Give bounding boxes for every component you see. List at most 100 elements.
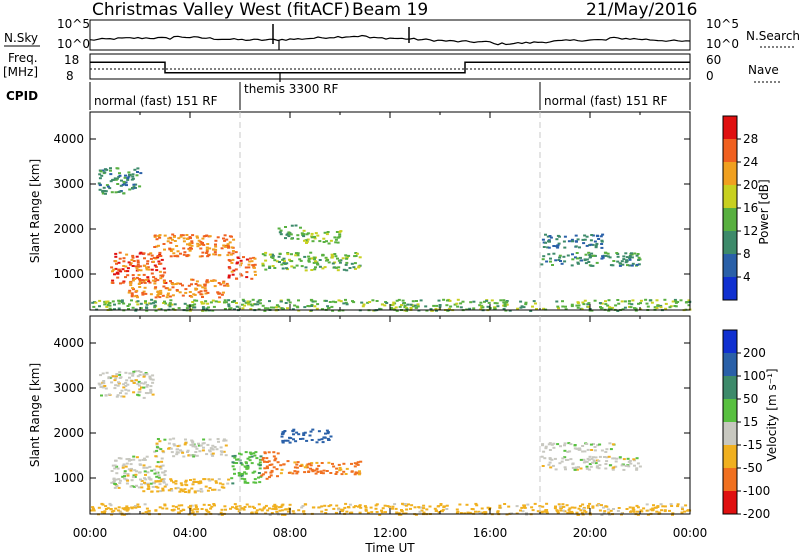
data-cell	[157, 235, 161, 237]
data-cell	[276, 475, 279, 478]
cpid-segment-label: themis 3300 RF	[244, 82, 338, 96]
data-cell	[249, 257, 252, 260]
data-cell	[125, 509, 129, 512]
data-cell	[309, 467, 312, 470]
data-cell	[301, 505, 305, 507]
data-cell	[547, 253, 551, 256]
data-cell	[548, 442, 552, 445]
data-cell	[334, 511, 338, 514]
data-cell	[582, 507, 586, 510]
data-cell	[366, 301, 370, 304]
data-cell	[246, 302, 250, 305]
data-cell	[288, 258, 291, 261]
data-cell	[607, 455, 611, 458]
data-cell	[179, 449, 182, 452]
data-cell	[206, 243, 210, 245]
data-cell	[589, 264, 593, 267]
data-cell	[223, 299, 227, 302]
data-cell	[475, 504, 479, 507]
data-cell	[193, 299, 197, 302]
data-cell	[337, 508, 341, 511]
data-cell	[122, 180, 126, 183]
data-cell	[326, 437, 330, 440]
data-cell	[344, 473, 348, 475]
data-cell	[438, 304, 442, 306]
data-cell	[290, 237, 294, 240]
data-cell	[187, 454, 191, 457]
data-cell	[153, 301, 157, 304]
data-cell	[565, 459, 568, 461]
data-cell	[211, 454, 215, 457]
nsky-tick-bottom: 10^0	[57, 37, 90, 51]
colorbar-swatch	[723, 116, 737, 140]
data-cell	[304, 266, 308, 269]
data-cell	[188, 291, 192, 293]
data-cell	[593, 446, 597, 448]
data-cell	[119, 184, 123, 187]
data-cell	[143, 281, 147, 284]
data-cell	[502, 301, 506, 304]
data-cell	[113, 467, 117, 470]
data-cell	[609, 307, 613, 310]
data-cell	[109, 180, 113, 183]
data-cell	[519, 300, 523, 303]
data-cell	[611, 468, 615, 471]
data-cell	[617, 507, 621, 509]
data-cell	[674, 301, 678, 304]
data-cell	[154, 277, 158, 280]
data-cell	[587, 468, 591, 471]
data-cell	[579, 458, 583, 461]
data-cell	[124, 478, 128, 481]
data-cell	[150, 298, 154, 301]
data-cell	[496, 511, 500, 514]
data-cell	[184, 479, 188, 482]
data-cell	[310, 468, 314, 471]
data-cell	[263, 309, 267, 312]
data-cell	[154, 480, 158, 483]
data-cell	[316, 303, 320, 306]
colorbar-swatch	[723, 208, 737, 232]
nsky-label: N.Sky	[4, 31, 38, 45]
y-tick-label: 3000	[53, 381, 84, 395]
data-cell	[142, 373, 146, 376]
data-cell	[219, 453, 223, 456]
nsearch-label: N.Search	[746, 29, 800, 43]
data-cell	[637, 259, 641, 261]
data-cell	[330, 256, 334, 259]
data-cell	[275, 468, 279, 471]
data-cell	[232, 269, 236, 272]
data-cell	[432, 304, 436, 307]
data-cell	[90, 509, 94, 512]
data-cell	[629, 510, 633, 513]
data-cell	[143, 264, 147, 267]
data-cell	[111, 279, 115, 282]
data-cell	[279, 229, 283, 232]
data-cell	[621, 308, 625, 311]
data-cell	[172, 443, 176, 446]
data-cell	[160, 480, 164, 483]
data-cell	[261, 262, 265, 265]
data-cell	[589, 243, 593, 246]
data-cell	[197, 239, 201, 242]
data-cell	[118, 373, 122, 376]
data-cell	[146, 278, 150, 281]
data-cell	[590, 252, 594, 255]
data-cell	[230, 270, 234, 273]
data-cell	[313, 235, 316, 238]
data-cell	[110, 510, 114, 513]
data-cell	[293, 466, 297, 469]
data-cell	[108, 302, 112, 304]
data-cell	[548, 449, 552, 451]
data-cell	[155, 471, 159, 474]
data-cell	[345, 256, 349, 259]
data-cell	[680, 506, 684, 509]
data-cell	[345, 257, 349, 260]
data-cell	[189, 237, 192, 240]
data-cell	[542, 255, 546, 258]
data-cell	[448, 299, 452, 302]
data-cell	[313, 268, 317, 271]
data-cell	[655, 506, 658, 509]
data-cell	[114, 255, 118, 258]
data-cell	[240, 474, 244, 477]
data-cell	[178, 444, 182, 447]
